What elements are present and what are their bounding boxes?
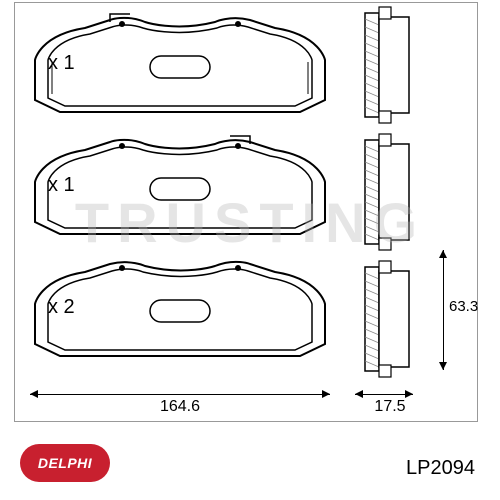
- brand-logo: DELPHI: [20, 444, 110, 482]
- brake-pad-front-3: [30, 254, 330, 364]
- dimension-thickness-value: 17.5: [360, 398, 420, 416]
- brake-pad-front-1: [30, 10, 330, 120]
- dimension-width: 164.6: [30, 380, 330, 410]
- qty-label: x 2: [48, 296, 75, 319]
- pad-row-3: x 2: [30, 254, 330, 364]
- part-number: LP2094: [406, 457, 475, 480]
- dimension-width-value: 164.6: [30, 398, 330, 416]
- pad-row-2: x 1: [30, 132, 330, 242]
- brake-pad-side-1: [360, 5, 418, 125]
- brake-pad-front-2: [30, 132, 330, 242]
- brake-pad-side-3: [360, 259, 418, 379]
- qty-label: x 1: [48, 174, 75, 197]
- dimension-height-value: 63.3: [449, 298, 478, 315]
- front-views-column: x 1 x 1 x 2: [30, 10, 330, 410]
- pad-row-1: x 1: [30, 10, 330, 120]
- brand-logo-text: DELPHI: [38, 455, 92, 471]
- brake-pad-side-2: [360, 132, 418, 252]
- dimension-height: 63.3: [435, 250, 475, 370]
- dimension-thickness: 17.5: [355, 380, 425, 410]
- qty-label: x 1: [48, 52, 75, 75]
